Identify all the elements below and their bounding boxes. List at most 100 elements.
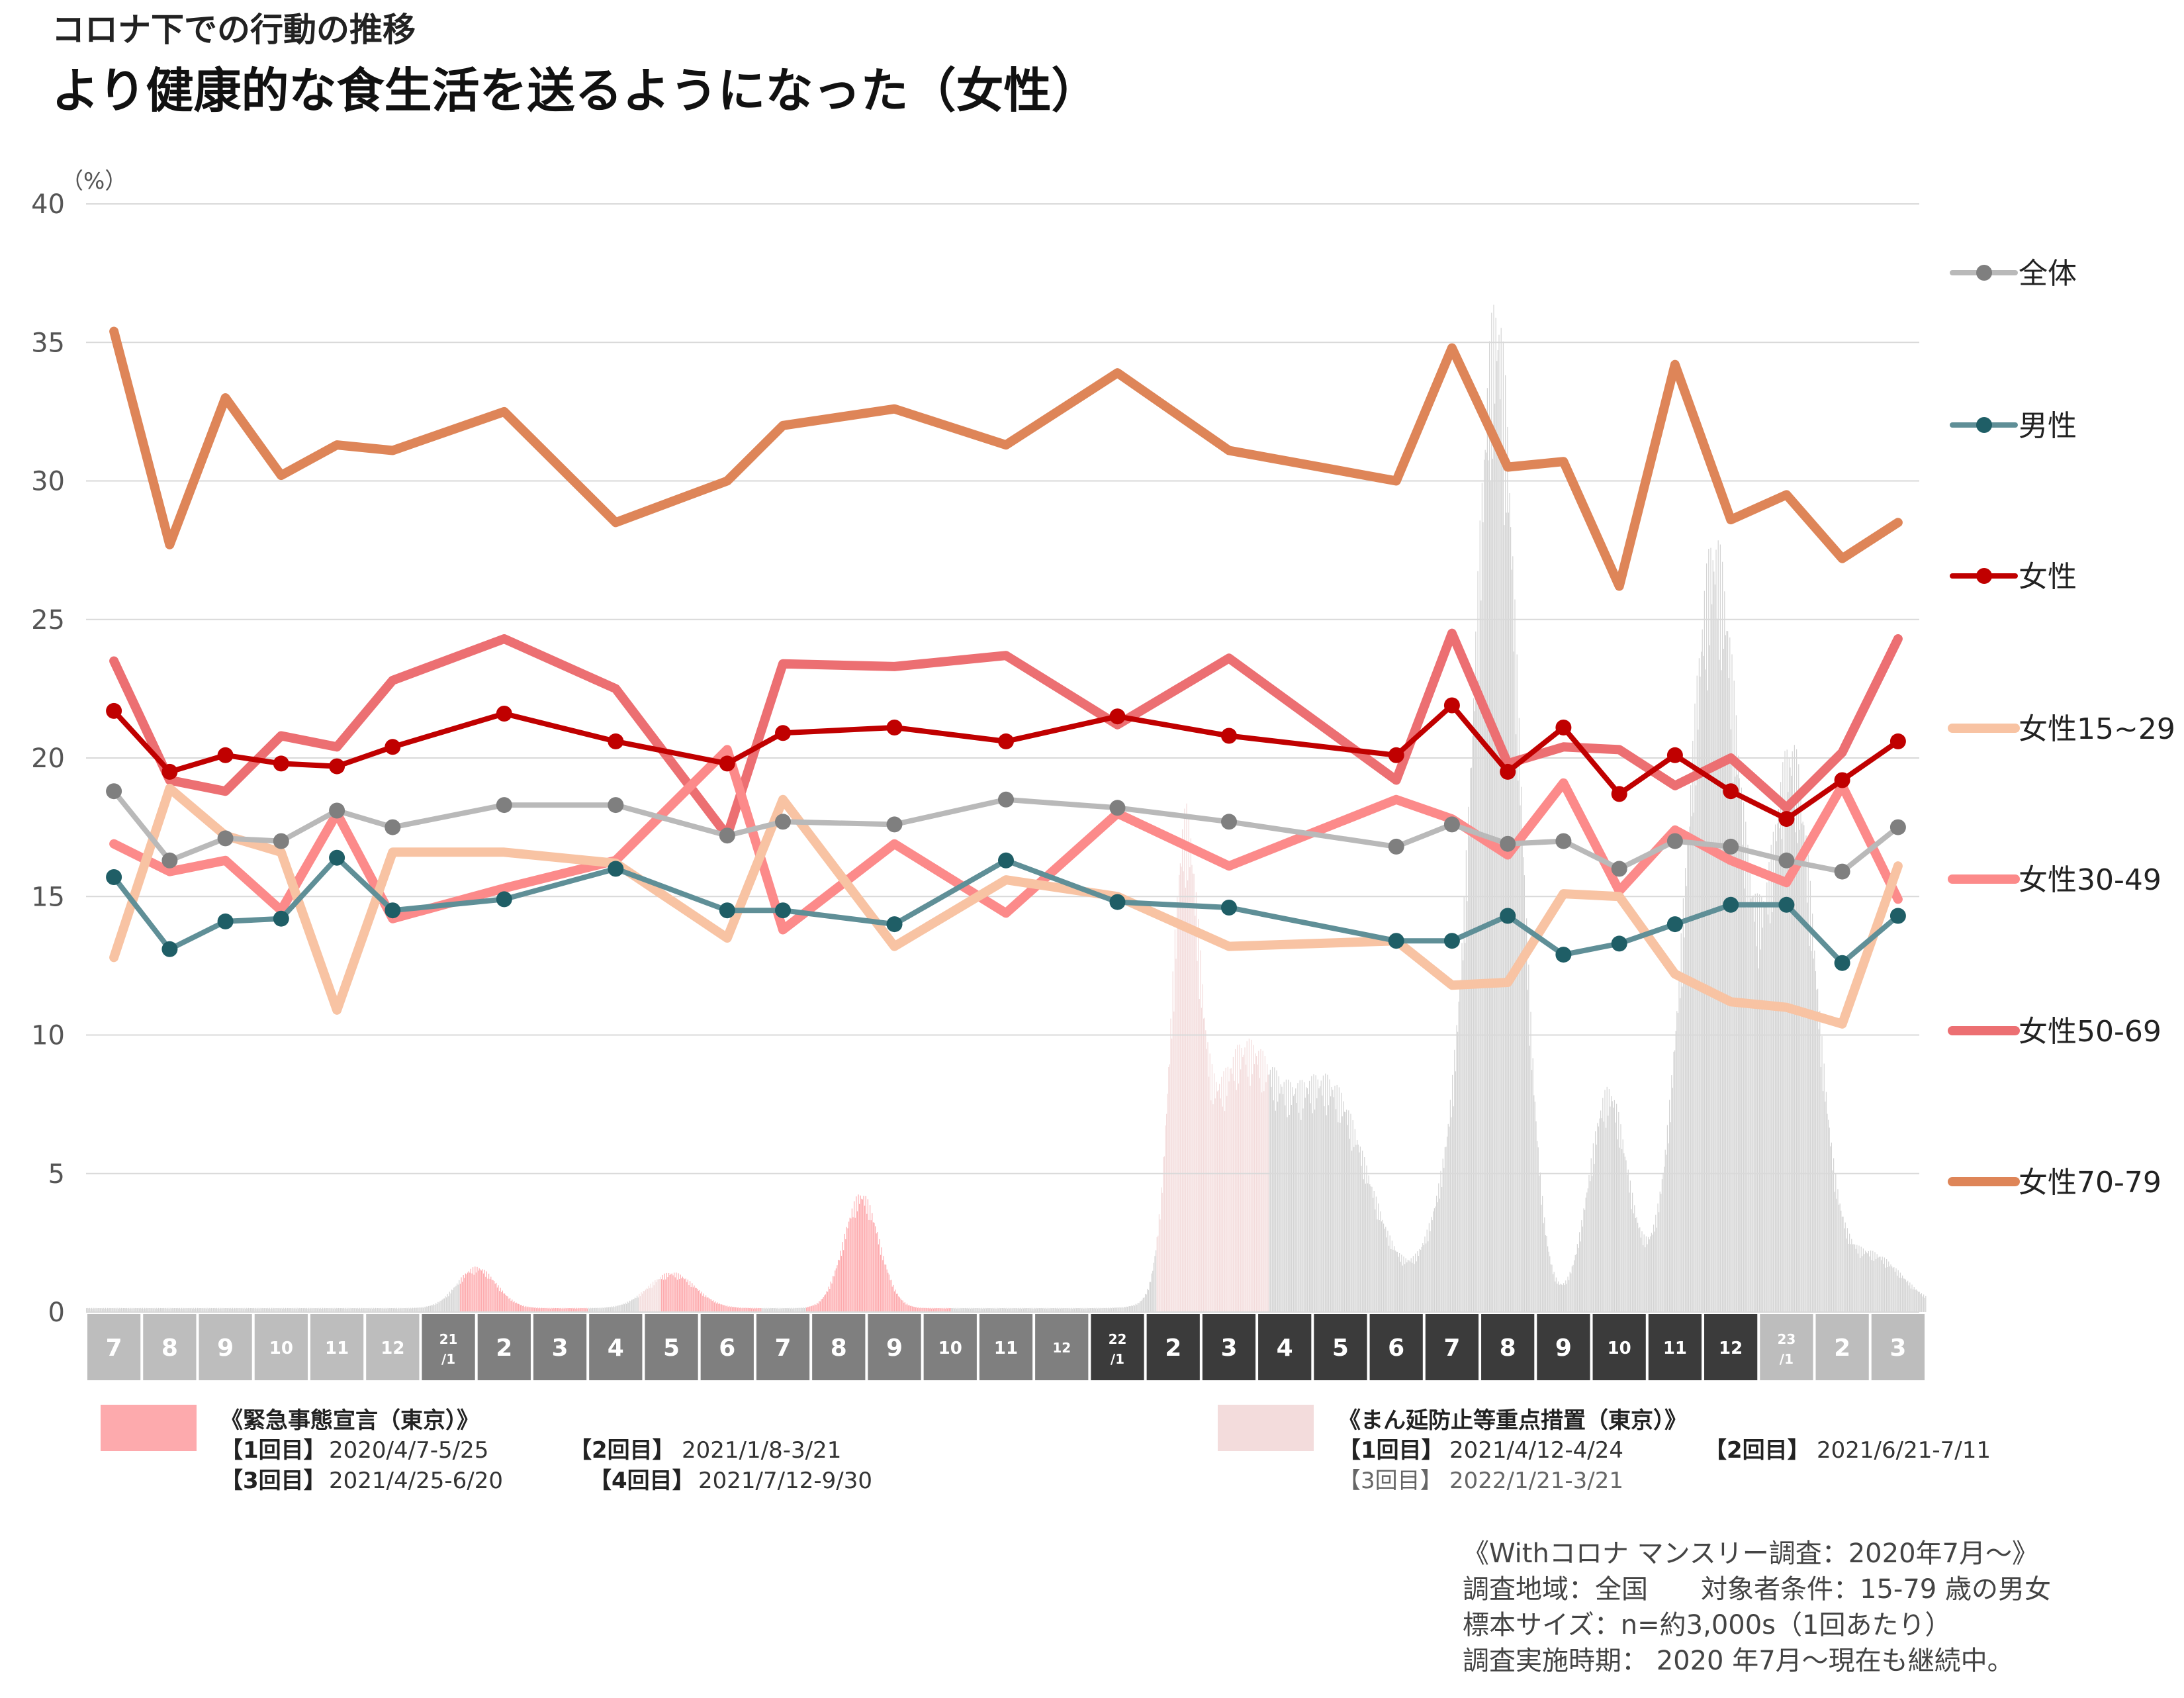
case-bar — [341, 1308, 342, 1312]
case-bar — [1604, 1090, 1606, 1312]
case-bar — [876, 1233, 877, 1312]
case-bar — [1805, 835, 1807, 1312]
case-bar — [501, 1292, 502, 1312]
case-bar — [739, 1307, 741, 1312]
case-bar — [1704, 590, 1705, 1312]
case-bar — [231, 1308, 232, 1312]
case-bar — [729, 1307, 731, 1312]
case-bar — [531, 1307, 533, 1312]
case-bar — [123, 1308, 124, 1312]
case-bar — [647, 1288, 649, 1312]
case-bar — [488, 1274, 490, 1312]
case-bar — [679, 1279, 680, 1312]
case-bar — [1881, 1260, 1882, 1312]
case-bar — [1113, 1307, 1115, 1312]
case-bar — [1167, 1094, 1168, 1312]
case-bar — [966, 1308, 967, 1312]
case-bar — [760, 1308, 762, 1312]
case-bar — [1406, 1262, 1408, 1312]
case-bar — [660, 1279, 662, 1312]
case-bar — [1183, 871, 1184, 1312]
case-bar — [1738, 755, 1739, 1312]
case-bar — [520, 1305, 522, 1312]
case-bar — [230, 1307, 231, 1312]
case-bar — [1195, 892, 1197, 1312]
case-bar — [1169, 1064, 1170, 1312]
case-bar — [1531, 1070, 1533, 1312]
case-bar — [148, 1308, 150, 1312]
case-bar — [1327, 1074, 1328, 1312]
case-bar — [794, 1308, 796, 1312]
case-bar — [932, 1307, 933, 1312]
data-point — [1221, 728, 1237, 744]
case-bar — [1028, 1308, 1030, 1312]
case-bar — [596, 1307, 598, 1312]
case-bar — [1903, 1278, 1904, 1312]
case-bar — [1551, 1264, 1553, 1312]
case-bar — [1260, 1049, 1261, 1312]
case-bar — [1719, 544, 1721, 1312]
case-bar — [592, 1307, 593, 1312]
case-bar — [1725, 635, 1726, 1312]
case-bar — [568, 1308, 569, 1312]
case-bar — [1438, 1183, 1439, 1312]
case-bar — [1293, 1096, 1295, 1312]
data-point — [1388, 933, 1404, 949]
case-bar — [336, 1307, 337, 1312]
case-bar — [214, 1307, 215, 1312]
data-point — [775, 814, 791, 830]
case-bar — [692, 1287, 694, 1312]
case-bar — [322, 1307, 323, 1312]
case-bar — [1456, 1025, 1457, 1312]
case-bar — [447, 1294, 448, 1312]
case-bar — [1611, 1096, 1612, 1312]
case-bar — [950, 1308, 951, 1312]
case-bar — [1140, 1301, 1142, 1312]
case-bar — [1201, 1008, 1202, 1312]
case-bar — [1350, 1113, 1351, 1312]
case-bar — [162, 1308, 163, 1312]
case-bar — [254, 1308, 255, 1312]
case-bar — [1166, 1113, 1167, 1312]
legend-label: 男性 — [2019, 409, 2077, 443]
case-bar — [247, 1308, 248, 1312]
case-bar — [788, 1308, 789, 1312]
case-bar — [843, 1250, 844, 1312]
month-label: 3 — [1220, 1335, 1237, 1362]
case-bar — [1257, 1064, 1258, 1312]
case-bar — [429, 1305, 430, 1312]
case-bar — [1265, 1082, 1267, 1312]
case-bar — [263, 1308, 265, 1312]
case-bar — [1371, 1186, 1373, 1312]
case-bar — [180, 1308, 181, 1312]
case-bar — [97, 1308, 99, 1312]
footer-line-2: 調査地域：全国 対象者条件：15-79 歳の男女 — [1463, 1574, 2051, 1605]
data-point — [161, 763, 178, 780]
case-bar — [413, 1308, 414, 1312]
month-cell — [979, 1314, 1033, 1380]
case-bar — [465, 1273, 466, 1312]
case-bar — [565, 1308, 567, 1312]
case-bar — [245, 1308, 246, 1312]
case-bar — [1320, 1080, 1322, 1312]
case-bar — [1633, 1213, 1634, 1312]
priority-item-2-key: 【2回目】 — [1704, 1437, 1810, 1464]
case-bar — [222, 1307, 224, 1312]
case-bar — [1846, 1228, 1848, 1312]
case-bar — [1274, 1067, 1275, 1312]
case-bar — [234, 1307, 236, 1312]
case-bar — [1715, 549, 1717, 1312]
case-bar — [1433, 1208, 1435, 1312]
case-bar — [404, 1308, 406, 1312]
case-bar — [284, 1308, 285, 1312]
case-bar — [1662, 1172, 1664, 1312]
case-bar — [1138, 1303, 1140, 1312]
case-bar — [1650, 1236, 1651, 1312]
case-bar — [1643, 1234, 1645, 1312]
case-bar — [261, 1307, 263, 1312]
case-bar — [1057, 1307, 1058, 1312]
case-bar — [1186, 803, 1187, 1312]
case-bar — [1801, 823, 1803, 1312]
case-bar — [398, 1307, 400, 1312]
series-line-5 — [109, 628, 1903, 841]
